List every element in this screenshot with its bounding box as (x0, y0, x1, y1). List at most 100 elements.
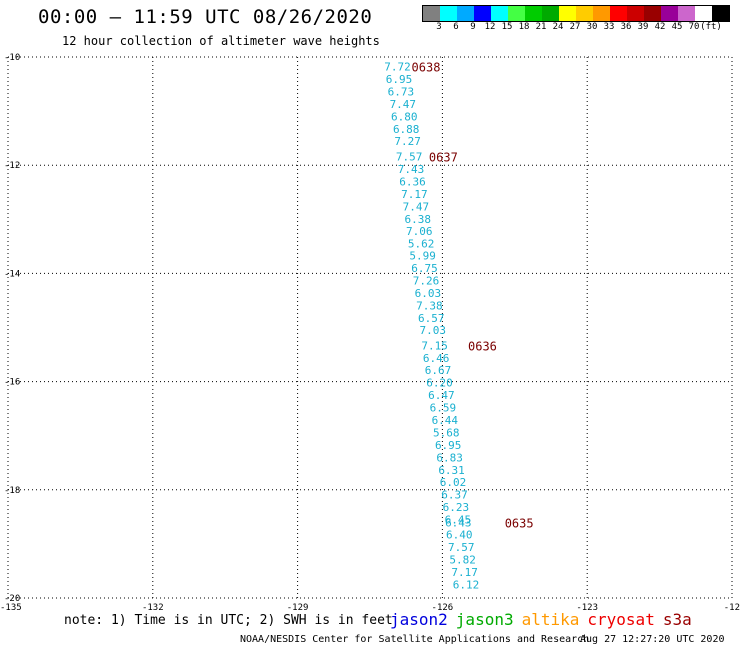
colorbar-label: 36 (620, 22, 632, 32)
colorbar-swatch (644, 6, 661, 21)
colorbar-swatch (559, 6, 576, 21)
colorbar-label: 3 (436, 22, 442, 32)
wave-height-label: 6.03 (415, 287, 442, 300)
colorbar-swatch (678, 6, 695, 21)
colorbar-swatch (423, 6, 440, 21)
wave-height-label: 6.83 (436, 451, 463, 464)
colorbar-label: 21 (535, 22, 547, 32)
wave-height-label: 7.57 (396, 151, 423, 164)
colorbar-label: 9 (470, 22, 476, 32)
chart-subtitle: 12 hour collection of altimeter wave hei… (62, 34, 380, 48)
colorbar-swatch (610, 6, 627, 21)
x-tick-label: -12 (724, 603, 740, 610)
wave-height-label: 7.47 (390, 98, 417, 111)
chart-title: 00:00 – 11:59 UTC 08/26/2020 (38, 6, 373, 28)
colorbar-swatch (661, 6, 678, 21)
wave-height-label: 7.06 (406, 225, 433, 238)
colorbar-label: 42 (654, 22, 666, 32)
y-tick-label: -20 (4, 594, 20, 604)
colorbar-swatch (525, 6, 542, 21)
wave-height-label: 6.95 (386, 73, 413, 86)
pass-time-label: 0636 (468, 339, 497, 353)
colorbar-swatch (712, 6, 729, 21)
colorbar-label: 18 (518, 22, 530, 32)
colorbar-label: 15 (501, 22, 513, 32)
legend-s3a: s3a (662, 610, 692, 629)
wave-height-chart: -10 -12 -14 -16 -18 -20-135 -132 -129 -126 -123 -1… (0, 53, 740, 610)
x-tick-label: -132 (142, 603, 164, 610)
wave-height-label: 5.99 (409, 250, 436, 263)
wave-height-label: 6.02 (440, 476, 467, 489)
wave-height-label: 6.88 (393, 123, 420, 136)
wave-height-label: 6.80 (391, 111, 418, 124)
colorbar-label: 24 (552, 22, 564, 32)
colorbar-swatch (593, 6, 610, 21)
wave-height-label: 7.57 (448, 541, 475, 554)
wave-height-label: 7.17 (451, 566, 478, 579)
colorbar-swatch (440, 6, 457, 21)
colorbar (422, 5, 730, 22)
wave-height-label: 5.82 (449, 554, 476, 567)
wave-height-label: 7.26 (413, 274, 440, 287)
colorbar-label: 45 (671, 22, 683, 32)
colorbar-swatch (542, 6, 559, 21)
wave-height-label: 5.68 (433, 426, 460, 439)
legend-cryosat: cryosat (587, 610, 655, 629)
y-tick-label: -14 (4, 269, 20, 279)
wave-height-label: 7.15 (421, 339, 448, 352)
legend-altika: altika (521, 610, 580, 629)
pass-time-label: 0635 (505, 516, 534, 530)
x-tick-label: -135 (0, 603, 22, 610)
wave-height-label: 6.23 (443, 501, 470, 514)
colorbar-swatch (576, 6, 593, 21)
x-tick-label: -126 (432, 603, 454, 610)
wave-height-label: 6.73 (388, 86, 415, 99)
wave-height-label: 7.27 (394, 135, 421, 148)
wave-height-label: 6.95 (435, 439, 462, 452)
wave-height-label: 6.31 (438, 464, 465, 477)
colorbar-label: 12 (484, 22, 496, 32)
colorbar-label: 33 (603, 22, 615, 32)
wave-height-label: 7.03 (419, 324, 446, 337)
y-tick-label: -12 (4, 161, 20, 171)
colorbar-label: 39 (637, 22, 649, 32)
wave-height-label: 6.36 (399, 175, 426, 188)
legend-jason2: jason2 (390, 610, 448, 629)
wave-height-label: 6.43 (445, 516, 472, 529)
colorbar-swatch (491, 6, 508, 21)
colorbar-label: 6 (453, 22, 459, 32)
colorbar-label: (ft) (700, 22, 722, 32)
colorbar-swatch (457, 6, 474, 21)
wave-height-label: 7.17 (401, 188, 428, 201)
pass-time-label: 0637 (429, 151, 458, 165)
colorbar-label: 27 (569, 22, 581, 32)
wave-height-label: 6.20 (426, 377, 453, 390)
note-text: note: 1) Time is in UTC; 2) SWH is in fe… (64, 613, 393, 628)
footer-timestamp: Aug 27 12:27:20 UTC 2020 (580, 634, 725, 645)
wave-height-label: 6.46 (423, 352, 450, 365)
wave-height-label: 6.75 (411, 262, 438, 275)
wave-height-label: 6.47 (428, 389, 455, 402)
wave-height-label: 7.47 (403, 200, 430, 213)
colorbar-swatch (508, 6, 525, 21)
y-tick-label: -10 (4, 53, 20, 63)
footer-credit: NOAA/NESDIS Center for Satellite Applica… (240, 634, 590, 645)
satellite-legend: jason2 jason3 altika cryosat s3a (390, 610, 700, 629)
x-tick-label: -123 (576, 603, 598, 610)
wave-height-label: 6.59 (430, 402, 457, 415)
colorbar-swatch (627, 6, 644, 21)
wave-height-label: 6.57 (418, 312, 445, 325)
colorbar-swatch (474, 6, 491, 21)
y-tick-label: -16 (4, 378, 20, 388)
wave-height-label: 6.67 (425, 364, 452, 377)
colorbar-label: 30 (586, 22, 598, 32)
wave-height-label: 6.40 (446, 529, 473, 542)
wave-height-label: 7.43 (398, 163, 425, 176)
colorbar-swatch (695, 6, 712, 21)
pass-time-label: 0638 (412, 61, 441, 75)
wave-height-label: 6.38 (405, 213, 432, 226)
y-tick-label: -18 (4, 486, 20, 496)
wave-height-label: 5.62 (408, 238, 435, 251)
wave-height-label: 6.12 (453, 578, 480, 591)
wave-height-label: 6.37 (441, 489, 468, 502)
